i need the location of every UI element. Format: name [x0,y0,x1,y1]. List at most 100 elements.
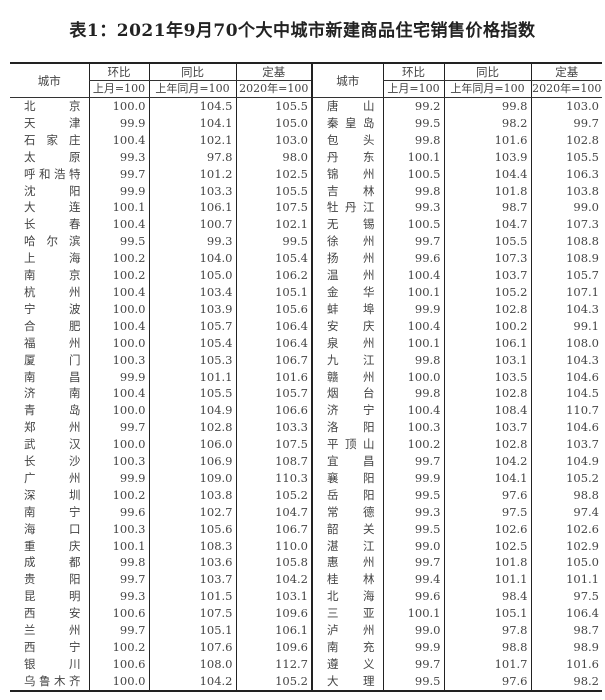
right-yoy-cell: 98.8 [443,639,531,656]
right-yoy-cell: 105.1 [443,605,531,623]
right-city-cell: 丹东 [311,148,383,166]
right-base-cell: 103.8 [530,182,602,200]
right-city-cell: 赣州 [311,368,383,386]
right-mom-cell: 99.7 [382,655,444,673]
right-city-cell: 济宁 [311,402,383,420]
right-yoy-cell: 100.2 [443,317,531,335]
left-city-cell: 成都 [24,555,81,570]
left-mom-cell: 100.2 [88,250,149,268]
left-base-cell: 101.6 [235,368,312,386]
left-city-cell: 宁波 [24,301,81,316]
right-base-cell: 107.1 [530,283,602,301]
left-base-cell: 106.7 [235,520,312,538]
right-city-cell: 宜昌 [311,453,383,470]
left-yoy-cell: 106.1 [148,199,236,217]
table-row: 银川 100.6 108.0 112.7 遵义 99.7 101.7 101.6 [10,655,602,673]
left-city-cell: 呼和浩特 [24,166,81,181]
right-city-cell: 无锡 [311,216,383,234]
left-base-cell: 104.2 [235,571,312,589]
left-base-cell: 105.6 [235,300,312,318]
right-yoy-cell: 102.6 [443,520,531,538]
right-city-cell: 扬州 [311,250,383,268]
left-base-cell: 109.6 [235,639,312,656]
right-yoy-cell: 101.8 [443,554,531,572]
table-row: 西宁 100.2 107.6 109.6 南充 99.9 98.8 98.9 [10,639,602,656]
left-city-cell: 厦门 [24,352,81,367]
left-base-cell: 105.5 [235,97,312,115]
left-city-cell: 海口 [24,521,81,536]
right-base-cell: 99.0 [530,199,602,217]
left-mom-cell: 99.7 [88,165,149,183]
left-city-cell: 西安 [24,606,81,621]
right-mom-cell: 99.9 [382,639,444,656]
right-yoy-cell: 107.3 [443,250,531,268]
header-yoy-left: 同比 [148,63,236,81]
left-base-cell: 103.0 [235,131,312,149]
table-row: 厦门 100.3 105.3 106.7 九江 99.8 103.1 104.3 [10,351,602,369]
left-city-cell: 大连 [24,200,81,215]
table-row: 沈阳 99.9 103.3 105.5 吉林 99.8 101.8 103.8 [10,182,602,200]
right-mom-cell: 100.1 [382,334,444,352]
right-yoy-cell: 97.8 [443,622,531,639]
right-yoy-cell: 104.4 [443,165,531,183]
right-base-cell: 103.7 [530,436,602,454]
left-city-cell: 合肥 [24,318,81,333]
left-mom-cell: 99.7 [88,571,149,589]
left-city-cell: 郑州 [24,420,81,435]
left-city-cell: 济南 [24,386,81,401]
left-base-cell: 106.1 [235,622,312,639]
left-city-cell: 杭州 [24,284,81,299]
left-base-cell: 107.5 [235,199,312,217]
right-mom-cell: 99.3 [382,503,444,521]
right-yoy-cell: 101.1 [443,571,531,589]
left-yoy-cell: 103.7 [148,571,236,589]
right-mom-cell: 99.8 [382,385,444,403]
table-row: 杭州 100.4 103.4 105.1 金华 100.1 105.2 107.1 [10,283,602,301]
left-yoy-cell: 105.5 [148,385,236,403]
right-base-cell: 102.6 [530,520,602,538]
left-base-cell: 98.0 [235,148,312,166]
right-yoy-cell: 104.7 [443,216,531,234]
table-row: 济南 100.4 105.5 105.7 烟台 99.8 102.8 104.5 [10,385,602,403]
right-city-cell: 泉州 [311,334,383,352]
table-row: 南昌 99.9 101.1 101.6 赣州 100.0 103.5 104.6 [10,368,602,386]
right-yoy-cell: 101.8 [443,182,531,200]
right-city-cell: 韶关 [311,520,383,538]
left-city-cell: 广州 [24,470,81,485]
left-mom-cell: 100.4 [88,131,149,149]
right-mom-cell: 99.8 [382,351,444,369]
left-mom-cell: 99.3 [88,588,149,606]
left-city-cell: 南京 [24,268,81,283]
right-base-cell: 104.6 [530,368,602,386]
left-yoy-cell: 102.8 [148,419,236,437]
right-mom-cell: 99.2 [382,97,444,115]
left-mom-cell: 99.9 [88,368,149,386]
right-city-cell: 平顶山 [311,436,383,454]
header-mom-left: 环比 [88,63,149,81]
right-base-cell: 98.2 [530,672,602,691]
right-city-cell: 锦州 [311,165,383,183]
left-yoy-cell: 108.3 [148,537,236,555]
right-base-cell: 102.9 [530,537,602,555]
right-base-cell: 98.7 [530,622,602,639]
left-city-cell: 天津 [24,115,81,130]
right-mom-cell: 99.0 [382,622,444,639]
left-mom-cell: 99.7 [88,622,149,639]
right-mom-cell: 100.1 [382,148,444,166]
left-city-cell: 南宁 [24,504,81,519]
right-base-cell: 105.7 [530,267,602,284]
left-base-cell: 106.4 [235,334,312,352]
left-city-cell: 兰州 [24,623,81,638]
left-mom-cell: 99.9 [88,114,149,132]
left-yoy-cell: 102.1 [148,131,236,149]
right-base-cell: 99.7 [530,114,602,132]
right-base-cell: 102.8 [530,131,602,149]
right-mom-cell: 99.4 [382,571,444,589]
left-city-cell: 沈阳 [24,183,81,198]
left-yoy-cell: 107.5 [148,605,236,623]
left-mom-cell: 99.9 [88,469,149,487]
right-mom-cell: 100.4 [382,402,444,420]
header-mom-sub-left: 上月=100 [88,80,149,98]
right-city-cell: 北海 [311,588,383,606]
right-mom-cell: 99.7 [382,233,444,251]
